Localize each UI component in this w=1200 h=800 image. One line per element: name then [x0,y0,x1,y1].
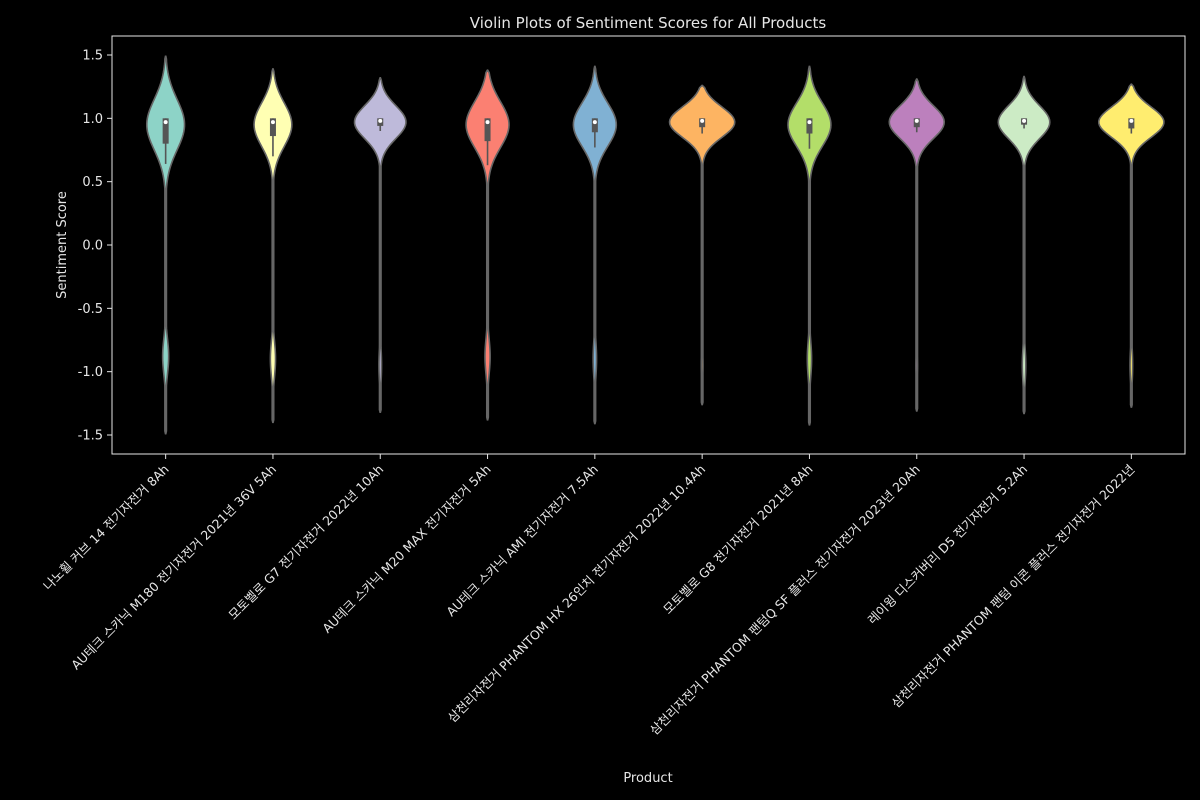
y-tick-label: -1.0 [78,365,103,380]
violin [668,84,736,406]
violin-median [163,120,168,125]
y-axis: 1.5 1.0 0.5 0.0 -0.5 -1.0 -1.5 [78,49,112,444]
violin-iqr-box [162,118,169,144]
violin-median [1129,118,1134,123]
y-tick-label: -0.5 [78,302,103,317]
violin-median [807,120,812,125]
violin-body [1098,83,1165,408]
x-axis-label: Product [623,771,672,786]
violin-median [270,120,275,125]
violin-iqr-box [1128,118,1135,129]
violin-iqr-box [269,118,276,137]
y-tick-label: 1.0 [82,112,103,127]
violin-iqr-box [484,118,491,142]
violin-body [253,68,293,424]
violin-body [465,69,510,421]
violin [997,75,1051,415]
violins-layer [145,55,1165,435]
violin-iqr-box [806,118,813,134]
violin-median [592,120,597,125]
violin-body [888,78,946,412]
violin-body [668,84,736,406]
violin-body [997,75,1051,415]
violin [572,65,618,425]
violin-median [700,118,705,123]
y-tick-label: 1.5 [82,49,103,64]
violin [353,77,407,413]
violin-median [378,118,383,123]
violin-body [145,55,186,435]
violin [1098,83,1165,408]
violin-iqr-box [591,118,598,133]
violin [787,65,832,426]
violin-body [787,65,832,426]
y-tick-label: 0.0 [82,239,103,254]
violin-body [572,65,618,425]
chart-title: Violin Plots of Sentiment Scores for All… [470,14,827,32]
violin-body [353,77,407,413]
violin [253,68,293,424]
y-tick-label: -1.5 [78,429,103,444]
y-tick-label: 0.5 [82,175,103,190]
violin [465,69,510,421]
y-axis-label: Sentiment Score [55,191,70,299]
violin [888,78,946,412]
violin [145,55,186,435]
violin-median [1022,118,1027,123]
violin-median [485,120,490,125]
violin-median [914,118,919,123]
